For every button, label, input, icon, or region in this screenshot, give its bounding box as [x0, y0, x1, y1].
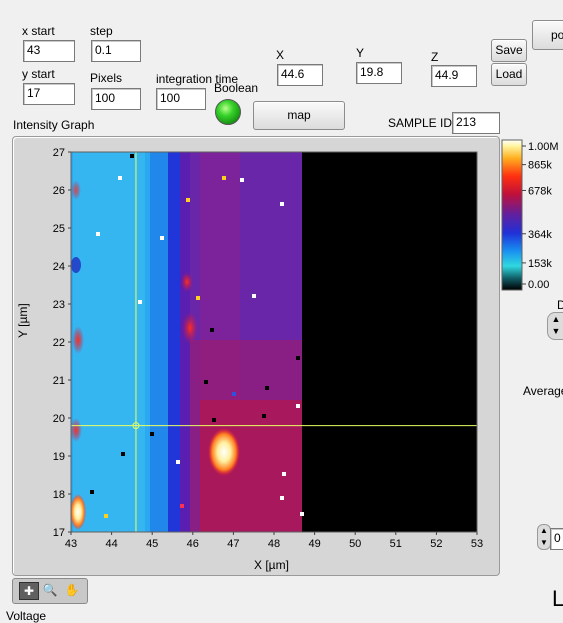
x-start-input[interactable]: 43 — [23, 40, 75, 62]
graph-palette: ✚ 🔍 ✋ — [12, 578, 88, 604]
x-tick-label: 53 — [471, 538, 483, 550]
partial-spinner[interactable]: ▲ ▼ — [547, 312, 563, 340]
boolean-led-indicator[interactable] — [215, 99, 241, 125]
y-tick-label: 22 — [53, 337, 65, 349]
x-tick-label: 47 — [227, 538, 239, 550]
pan-hand-tool-icon[interactable]: ✋ — [64, 583, 80, 597]
colorbar-tick-label: 678k — [528, 185, 552, 197]
x-tick-label: 50 — [349, 538, 361, 550]
partial-button[interactable]: po — [532, 20, 563, 50]
pixels-label: Pixels — [90, 71, 123, 85]
zoom-tool-icon[interactable]: 🔍 — [42, 583, 58, 597]
voltage-label: Voltage — [6, 609, 47, 623]
y-axis-label: Y [µm] — [16, 303, 30, 338]
partial-label-d: D — [557, 298, 563, 312]
cursor-marker[interactable] — [132, 422, 140, 430]
z-position-label: Z — [431, 50, 439, 64]
graph-title: Intensity Graph — [13, 118, 95, 132]
colorbar[interactable] — [501, 139, 523, 291]
colorbar-tick-label: 1.00M — [528, 141, 559, 153]
crosshair-cursor-tool-icon[interactable]: ✚ — [19, 582, 39, 600]
colorbar-tick-label: 865k — [528, 160, 552, 172]
x-tick-label: 48 — [268, 538, 280, 550]
y-tick-label: 21 — [53, 375, 65, 387]
y-position-label: Y — [356, 46, 365, 60]
y-start-input[interactable]: 17 — [23, 83, 75, 105]
sample-id-label: SAMPLE ID — [388, 116, 453, 130]
intensity-image[interactable] — [70, 152, 477, 532]
step-input[interactable]: 0.1 — [91, 40, 141, 62]
pixels-input[interactable]: 100 — [91, 88, 141, 110]
sample-id-input[interactable]: 213 — [452, 112, 500, 134]
x-tick-label: 49 — [308, 538, 320, 550]
y-tick-label: 27 — [53, 147, 65, 159]
y-tick-label: 17 — [53, 527, 65, 539]
x-tick-label: 51 — [390, 538, 402, 550]
y-position-input[interactable]: 19.8 — [356, 62, 402, 84]
y-tick-label: 26 — [53, 185, 65, 197]
y-tick-label: 20 — [53, 413, 65, 425]
x-tick-label: 52 — [430, 538, 442, 550]
map-button[interactable]: map — [253, 101, 345, 130]
x-tick-label: 44 — [105, 538, 117, 550]
integration-time-input[interactable]: 100 — [156, 88, 206, 110]
y-tick-label: 25 — [53, 223, 65, 235]
y-tick-label: 18 — [53, 489, 65, 501]
x-start-label: x start — [22, 24, 55, 38]
y-tick-label: 24 — [53, 261, 65, 273]
x-axis-label: X [µm] — [254, 558, 289, 572]
noise-pixels — [90, 154, 304, 518]
colorbar-tick-label: 0.00 — [528, 279, 549, 291]
colorbar-tick-label: 364k — [528, 229, 552, 241]
average-input[interactable]: 0 — [550, 528, 563, 550]
step-label: step — [90, 24, 113, 38]
x-position-input[interactable]: 44.6 — [277, 64, 323, 86]
x-tick-label: 43 — [65, 538, 77, 550]
boolean-label: Boolean — [214, 81, 259, 95]
integration-time-label: integration time — [156, 72, 239, 86]
y-tick-label: 23 — [53, 299, 65, 311]
partial-label-l: L — [552, 586, 563, 611]
colorbar-tick-label: 153k — [528, 258, 552, 270]
average-spinner[interactable]: ▲ ▼ — [537, 524, 551, 550]
partial-label-average: Average — [523, 384, 563, 398]
y-start-label: y start — [22, 67, 55, 81]
load-button[interactable]: Load — [491, 63, 527, 86]
y-tick-label: 19 — [53, 451, 65, 463]
x-tick-label: 46 — [187, 538, 199, 550]
save-button[interactable]: Save — [491, 39, 527, 62]
x-tick-label: 45 — [146, 538, 158, 550]
x-position-label: X — [276, 48, 285, 62]
z-position-input[interactable]: 44.9 — [431, 65, 477, 87]
